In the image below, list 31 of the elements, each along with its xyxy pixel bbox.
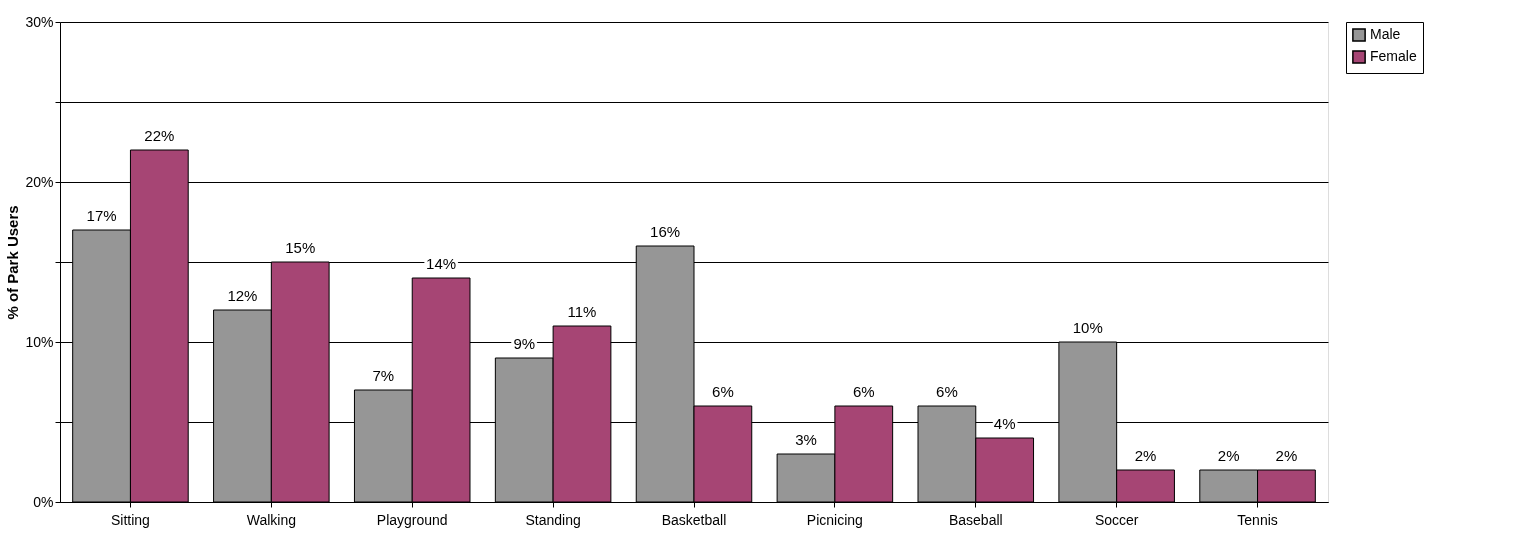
data-label: 2% [1134, 447, 1157, 464]
legend-label: Male [1370, 26, 1401, 42]
data-label: 6% [852, 383, 875, 400]
x-tick-label: Playground [376, 511, 448, 528]
data-label: 11% [567, 303, 597, 320]
data-label: 6% [712, 383, 734, 400]
data-label: 10% [1072, 319, 1103, 336]
legend-label: Female [1370, 48, 1417, 64]
data-label: 17% [86, 207, 117, 224]
data-label: 16% [650, 223, 681, 240]
x-tick-label: Picnicing [806, 511, 863, 528]
data-label: 2% [1217, 447, 1240, 464]
data-label: 22% [144, 127, 175, 144]
x-tick-label: Basketball [661, 511, 727, 528]
data-label: 2% [1275, 447, 1298, 464]
y-tick-label: 10% [25, 333, 54, 350]
x-tick-label: Sitting [110, 511, 150, 528]
y-tick-label: 20% [25, 173, 54, 190]
data-label: 7% [372, 367, 395, 384]
x-tick-label: Soccer [1094, 511, 1139, 528]
x-tick-label: Standing [525, 511, 581, 528]
y-tick-label: 30% [25, 13, 54, 30]
x-tick-label: Baseball [948, 511, 1003, 528]
x-tick-label: Walking [246, 511, 296, 528]
data-label: 12% [227, 287, 258, 304]
y-axis-title: % of Park Users [4, 205, 22, 320]
data-label: 3% [795, 431, 817, 448]
x-tick-label: Tennis [1237, 511, 1278, 528]
data-label: 6% [936, 383, 958, 400]
y-tick-label: 0% [33, 493, 54, 510]
data-label: 15% [285, 239, 316, 256]
